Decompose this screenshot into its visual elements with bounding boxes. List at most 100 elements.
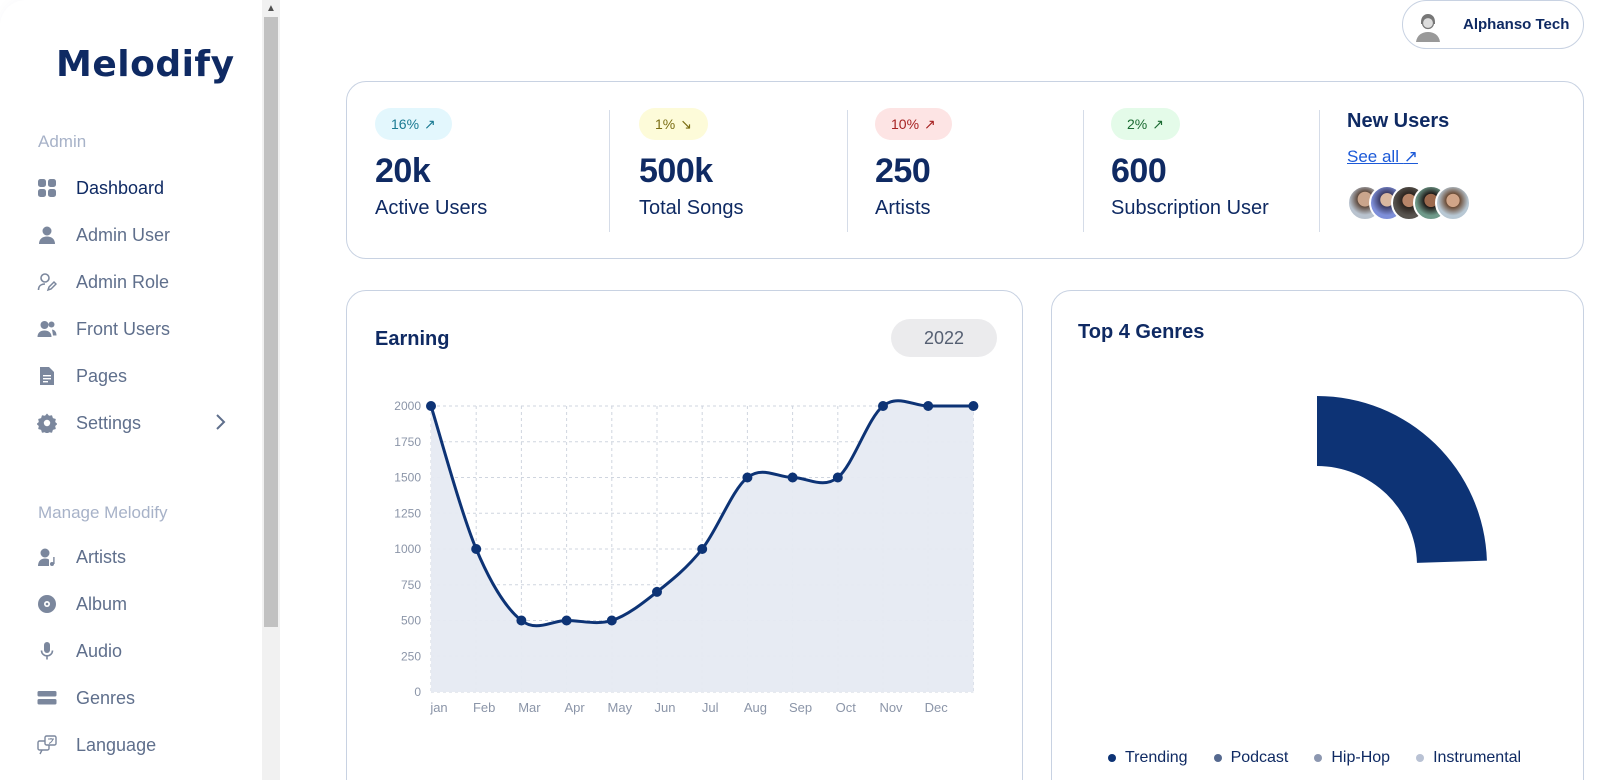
x-tick-label: Oct (836, 700, 857, 715)
badge-value: 10% (891, 116, 920, 132)
see-all-label: See all (1347, 147, 1399, 166)
user-avatar-icon (1409, 5, 1447, 44)
badge-value: 1% (655, 116, 676, 132)
app-logo[interactable]: Melodify (56, 44, 235, 85)
sidebar-item-album[interactable]: Album (36, 587, 236, 621)
stat-divider (1319, 110, 1320, 232)
profile-menu[interactable]: Alphanso Tech (1402, 0, 1584, 49)
legend-dot (1314, 754, 1323, 762)
legend-item-trending[interactable]: Trending (1108, 749, 1188, 767)
data-point[interactable] (968, 401, 979, 411)
grid-icon (36, 177, 58, 199)
legend-label: Podcast (1230, 749, 1289, 766)
genres-legend: Trending Podcast Hip-Hop Instrumental (1108, 749, 1521, 767)
data-point[interactable] (878, 401, 888, 411)
data-point[interactable] (742, 472, 753, 483)
new-user-avatars (1347, 185, 1471, 221)
sidebar-item-label: Album (76, 593, 128, 614)
trend-badge: 2% ↗ (1111, 108, 1180, 140)
x-tick-label: Jul (702, 700, 719, 715)
y-tick-label: 750 (401, 578, 421, 592)
stat-divider (847, 110, 848, 232)
genres-card: Top 4 Genres Trending Podcast Hip-Hop In… (1051, 290, 1584, 780)
x-tick-label: Sep (789, 700, 812, 715)
sidebar-item-genres[interactable]: Genres (36, 681, 236, 715)
trend-up-icon: ↗ (424, 115, 436, 132)
legend-item-instrumental[interactable]: Instrumental (1416, 749, 1521, 767)
x-tick-label: May (608, 700, 633, 715)
data-point[interactable] (606, 615, 617, 626)
legend-item-podcast[interactable]: Podcast (1213, 749, 1289, 767)
x-tick-label: Mar (518, 700, 541, 715)
year-dropdown[interactable]: 2022 (891, 319, 997, 357)
stat-active-users: 16% ↗ 20k Active Users (375, 108, 605, 220)
y-tick-label: 1500 (394, 471, 421, 485)
nav-heading-admin: Admin (38, 132, 87, 151)
data-point[interactable] (923, 401, 934, 411)
scrollbar-thumb[interactable] (264, 17, 278, 627)
sidebar-item-settings[interactable]: Settings (36, 406, 236, 440)
sidebar-scrollbar[interactable]: ▲ (262, 0, 280, 780)
genres-icon (36, 687, 58, 709)
data-point[interactable] (697, 544, 708, 554)
badge-value: 16% (391, 116, 420, 132)
sidebar-item-audio[interactable]: Audio (36, 634, 236, 668)
data-point[interactable] (787, 472, 798, 483)
stat-label: Total Songs (639, 197, 744, 219)
see-all-link[interactable]: See all ↗ (1347, 147, 1418, 167)
data-point[interactable] (652, 586, 662, 597)
new-users-panel: New Users See all ↗ (1347, 110, 1471, 221)
trend-badge: 10% ↗ (875, 108, 952, 140)
earning-card: Earning 2022 0 250 500 750 1000 1250 1500 1750 2… (346, 290, 1023, 780)
stat-value: 250 (875, 152, 931, 190)
external-link-icon: ↗ (1403, 147, 1418, 166)
user-edit-icon (36, 271, 58, 293)
data-point[interactable] (471, 544, 482, 554)
y-tick-label: 1750 (394, 435, 421, 449)
stat-label: Artists (875, 197, 931, 219)
sidebar-item-label: Admin User (76, 224, 171, 245)
data-point[interactable] (516, 615, 527, 626)
y-tick-label: 1250 (394, 506, 421, 520)
stat-value: 600 (1111, 152, 1167, 190)
sidebar-item-front-users[interactable]: Front Users (36, 312, 236, 346)
y-tick-label: 500 (401, 614, 421, 628)
chevron-right-icon[interactable] (214, 413, 226, 436)
x-tick-label: Apr (564, 700, 585, 715)
language-icon (36, 734, 58, 756)
avatar[interactable] (1435, 185, 1471, 221)
legend-label: Hip-Hop (1331, 749, 1391, 766)
stat-label: Active Users (375, 197, 488, 219)
sidebar-item-label: Artists (76, 546, 127, 567)
sidebar-item-dashboard[interactable]: Dashboard (36, 171, 236, 205)
pie-slice-trending[interactable] (1317, 396, 1487, 563)
sidebar-item-artists[interactable]: Artists (36, 540, 236, 574)
scroll-up-icon[interactable]: ▲ (266, 2, 276, 14)
user-icon (36, 224, 58, 246)
x-tick-label: Jun (655, 700, 676, 715)
profile-name: Alphanso Tech (1463, 16, 1570, 33)
legend-item-hip-hop[interactable]: Hip-Hop (1314, 749, 1390, 767)
users-icon (36, 318, 58, 340)
sidebar-item-label: Admin Role (76, 271, 170, 292)
stat-value: 20k (375, 152, 431, 190)
sidebar-item-admin-role[interactable]: Admin Role (36, 265, 236, 299)
sidebar-item-pages[interactable]: Pages (36, 359, 236, 393)
stats-card: 16% ↗ 20k Active Users 1% ↘ 500k Total S… (346, 81, 1584, 259)
sidebar: Melodify Admin Dashboard Admin User Admi… (0, 0, 262, 780)
stat-label: Subscription User (1111, 197, 1269, 219)
x-tick-label: Nov (879, 700, 903, 715)
legend-label: Instrumental (1433, 749, 1522, 766)
sidebar-item-language[interactable]: Language (36, 728, 236, 762)
data-point[interactable] (561, 615, 572, 626)
sidebar-item-admin-user[interactable]: Admin User (36, 218, 236, 252)
y-tick-label: 1000 (394, 542, 421, 556)
stat-subscription-user: 2% ↗ 600 Subscription User (1111, 108, 1341, 220)
y-tick-label: 0 (414, 685, 421, 699)
data-point[interactable] (426, 401, 436, 411)
x-tick-label: jan (429, 700, 447, 715)
sidebar-item-label: Genres (76, 687, 136, 708)
earning-title: Earning (375, 328, 450, 350)
trend-badge: 16% ↗ (375, 108, 452, 140)
data-point[interactable] (832, 472, 843, 483)
